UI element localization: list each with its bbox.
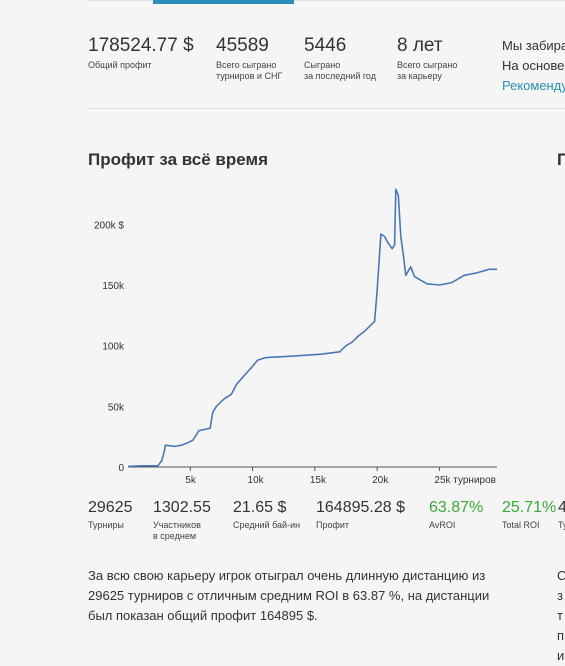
stat-label: Всего сыграно за карьеру	[397, 60, 458, 81]
bstat-partial: 4 Ту	[558, 497, 565, 531]
y-tick-label: 150k	[102, 281, 125, 292]
y-tick-label: 0	[118, 463, 124, 474]
section-divider	[88, 108, 565, 109]
stat-value: 45589	[216, 35, 269, 56]
x-tick-label: 5k	[185, 475, 197, 486]
recommend-link[interactable]: Рекоменду	[502, 78, 565, 93]
bstat-value: 4	[558, 499, 565, 516]
stat-label: Общий профит	[88, 60, 152, 70]
y-tick-label: 200k $	[94, 220, 124, 231]
stat-label: Сыграно за последний год	[304, 60, 376, 81]
stat-career: 8 лет Всего сыграно за карьеру	[397, 34, 457, 82]
y-tick-label: 50k	[108, 402, 125, 413]
stat-label: Всего сыграно турниров и СНГ	[216, 60, 283, 81]
bstat-value: 25.71%	[502, 499, 557, 516]
profit-section-title: Профит за всё время	[88, 150, 268, 169]
right-column-line: п	[557, 628, 565, 643]
active-tab-indicator	[153, 0, 294, 4]
bstat-value: 164895.28 $	[316, 499, 405, 516]
x-tick-label: 25k турниров	[434, 475, 496, 486]
bstat-label: Турниры	[88, 520, 124, 530]
side-info-line: Мы забира	[502, 38, 565, 53]
bstat-value: 29625	[88, 499, 133, 516]
bstat-label: Средний бай-ин	[233, 520, 301, 530]
x-tick-label: 15k	[310, 475, 327, 486]
y-tick-label: 100k	[102, 342, 125, 353]
right-column-line: т	[557, 608, 563, 623]
bstat-label: Ту	[558, 520, 565, 530]
bstat-total-roi: 25.71% Total ROI	[502, 497, 556, 531]
x-tick-label: 20k	[372, 475, 389, 486]
side-info-line: На основе	[502, 58, 565, 73]
stat-total-profit: 178524.77 $ Общий профит	[88, 34, 194, 71]
right-column-line: и	[557, 648, 565, 663]
bstat-label: Профит	[316, 520, 350, 530]
stat-value: 178524.77 $	[88, 35, 194, 56]
bottom-stats: 29625 Турниры 1302.55 Участников в средне…	[0, 497, 565, 547]
side-info-text: Мы забира На основе Рекоменду	[502, 36, 565, 96]
stat-last-year: 5446 Сыграно за последний год	[304, 34, 376, 82]
bstat-value: 1302.55	[153, 499, 211, 516]
bstat-avg-buyin: 21.65 $ Средний бай-ин	[233, 497, 300, 531]
right-column-text: С з т п и	[557, 566, 565, 666]
career-description: За всю свою карьеру игрок отыграл очень …	[88, 568, 490, 623]
bstat-value: 21.65 $	[233, 499, 287, 516]
summary-stats: 178524.77 $ Общий профит 45589 Всего сыг…	[0, 34, 565, 94]
profit-series-line	[127, 188, 497, 468]
x-tick-label: 10k	[248, 475, 265, 486]
stat-value: 8 лет	[397, 35, 443, 56]
bstat-label: Участников в среднем	[153, 520, 201, 541]
bstat-label: Total ROI	[502, 520, 540, 530]
stat-total-tournaments: 45589 Всего сыграно турниров и СНГ	[216, 34, 282, 82]
bstat-avg-participants: 1302.55 Участников в среднем	[153, 497, 211, 542]
right-column-line: з	[557, 588, 563, 603]
right-column-line: С	[557, 568, 565, 583]
top-border	[88, 0, 565, 5]
stat-value: 5446	[304, 35, 347, 56]
bstat-tournaments: 29625 Турниры	[88, 497, 133, 531]
right-section-title: П	[557, 150, 565, 169]
bstat-profit: 164895.28 $ Профит	[316, 497, 405, 531]
bstat-avroi: 63.87% AvROI	[429, 497, 483, 531]
bstat-value: 63.87%	[429, 499, 484, 516]
profit-chart: 5k 10k 15k 20k 25k турниров 0 50k 100k 150k 200k …	[94, 188, 497, 486]
bstat-label: AvROI	[429, 520, 456, 530]
